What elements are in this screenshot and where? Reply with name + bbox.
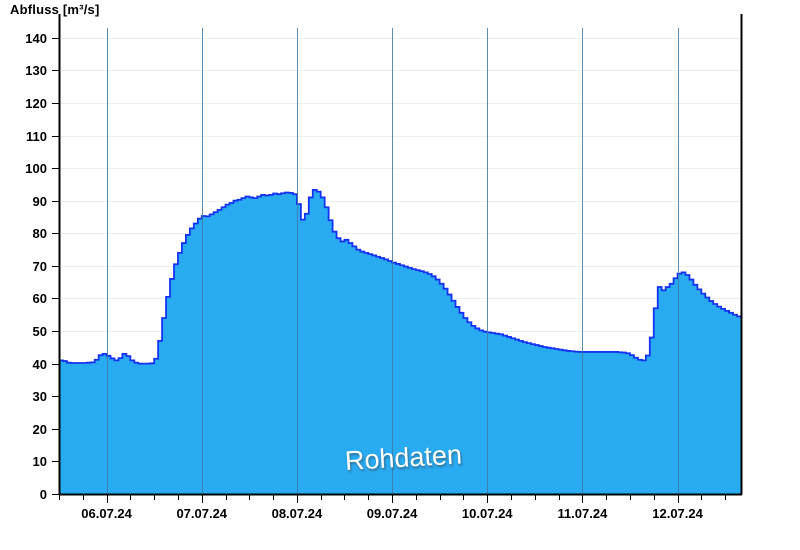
x-tick-label-12.07.24: 12.07.24	[652, 506, 703, 521]
x-tick-label-06.07.24: 06.07.24	[81, 506, 132, 521]
y-tick-label-90: 90	[33, 194, 47, 209]
y-tick-label-40: 40	[33, 357, 47, 372]
x-tick-label-08.07.24: 08.07.24	[272, 506, 323, 521]
y-tick-label-120: 120	[25, 96, 47, 111]
axis-lines	[58, 14, 743, 496]
series-outline	[59, 189, 742, 365]
x-tick-label-10.07.24: 10.07.24	[462, 506, 513, 521]
y-tick-label-0: 0	[40, 487, 47, 502]
y-tick-label-10: 10	[33, 454, 47, 469]
y-tick-label-60: 60	[33, 291, 47, 306]
x-tick-label-09.07.24: 09.07.24	[367, 506, 418, 521]
y-tick-label-70: 70	[33, 259, 47, 274]
y-tick-label-140: 140	[25, 31, 47, 46]
y-tick-label-130: 130	[25, 63, 47, 78]
y-tick-label-20: 20	[33, 422, 47, 437]
day-divider-lines	[107, 28, 679, 494]
y-tick-label-50: 50	[33, 324, 47, 339]
series-abfluss	[59, 189, 742, 494]
series-area-fill	[59, 189, 741, 494]
y-tick-label-30: 30	[33, 389, 47, 404]
y-tick-label-100: 100	[25, 161, 47, 176]
x-axis-ticks: 06.07.24 07.07.24 08.07.24 09.07.24 10.07.24…	[58, 495, 727, 521]
x-tick-label-11.07.24: 11.07.24	[557, 506, 608, 521]
y-axis-ticks: 0 10 20 30 40 50 60 70 80 90 100 110 120 130 140	[25, 31, 59, 502]
y-tick-label-110: 110	[26, 129, 47, 144]
y-axis-title: Abfluss [m³/s]	[10, 2, 100, 17]
y-tick-label-80: 80	[33, 226, 47, 241]
x-tick-label-07.07.24: 07.07.24	[176, 506, 227, 521]
